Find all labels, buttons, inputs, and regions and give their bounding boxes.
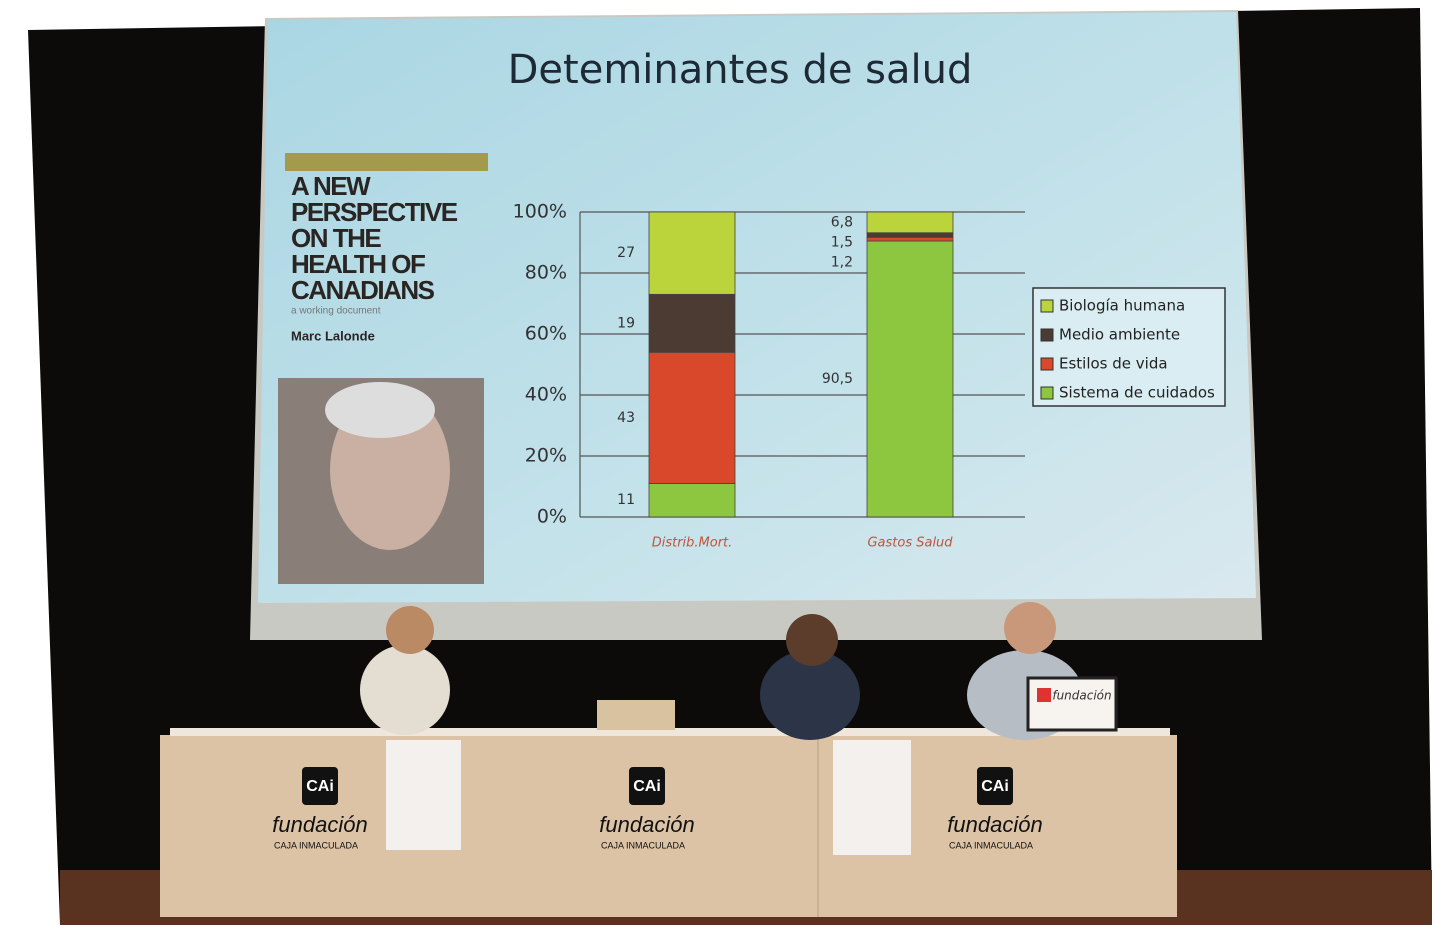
person-left [360,645,450,735]
y-tick-label: 40% [525,384,567,406]
book-subtitle: a working document [291,306,381,317]
sign-name: fundación [599,812,694,837]
sign-sub: CAJA INMACULADA [949,840,1033,850]
data-label: 1,5 [831,234,853,250]
y-tick-label: 0% [537,506,567,528]
bar-segment [649,212,735,294]
legend-label: Medio ambiente [1059,326,1180,344]
y-tick-label: 60% [525,323,567,345]
photo: Deteminantes de salud A NEWPERSPECTIVEON… [0,0,1448,929]
bar-segment [649,483,735,517]
person-left-head [386,606,434,654]
data-label: 90,5 [822,371,853,387]
sign-sub: CAJA INMACULADA [274,840,358,850]
book-title-line: CANADIANS [291,275,435,305]
chart-title: Deteminantes de salud [508,47,973,93]
data-label: 6,8 [831,214,853,230]
bar-segment [867,241,953,517]
sign-name: fundación [947,812,1042,837]
sign-sub: CAJA INMACULADA [601,840,685,850]
person-right-head [1004,602,1056,654]
data-label: 27 [617,245,635,261]
sign-logo: CAi [306,778,334,795]
data-label: 19 [617,315,635,331]
legend-swatch [1041,300,1053,312]
data-label: 1,2 [831,254,853,270]
poster [386,740,461,850]
legend-label: Estilos de vida [1059,355,1168,373]
sign-logo: CAi [981,778,1009,795]
data-label: 43 [617,410,635,426]
bar-segment [649,352,735,483]
legend-label: Biología humana [1059,297,1185,315]
sign-name: fundación [272,812,367,837]
portrait-hair [325,382,435,438]
chair [597,700,675,730]
y-tick-label: 80% [525,262,567,284]
y-tick-label: 20% [525,445,567,467]
x-tick-label: Gastos Salud [867,536,953,551]
sign-logo: CAi [633,778,661,795]
nameplate [1028,678,1116,730]
nameplate-logo [1037,688,1051,702]
y-tick-label: 100% [513,201,567,223]
book-band [285,153,488,171]
legend-swatch [1041,387,1053,399]
bar-segment [867,237,953,241]
book-author: Marc Lalonde [291,328,375,343]
legend-label: Sistema de cuidados [1059,384,1215,402]
bar-segment [649,294,735,352]
bar-segment [867,212,953,233]
legend-swatch [1041,358,1053,370]
nameplate-text: fundación [1052,689,1111,703]
x-tick-label: Distrib.Mort. [652,536,733,551]
data-label: 11 [617,492,635,508]
bar-segment [867,233,953,238]
legend-swatch [1041,329,1053,341]
person-center-head [786,614,838,666]
poster [833,740,911,855]
